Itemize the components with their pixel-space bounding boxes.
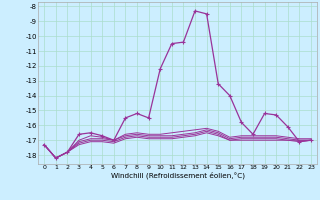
X-axis label: Windchill (Refroidissement éolien,°C): Windchill (Refroidissement éolien,°C) (111, 172, 244, 179)
